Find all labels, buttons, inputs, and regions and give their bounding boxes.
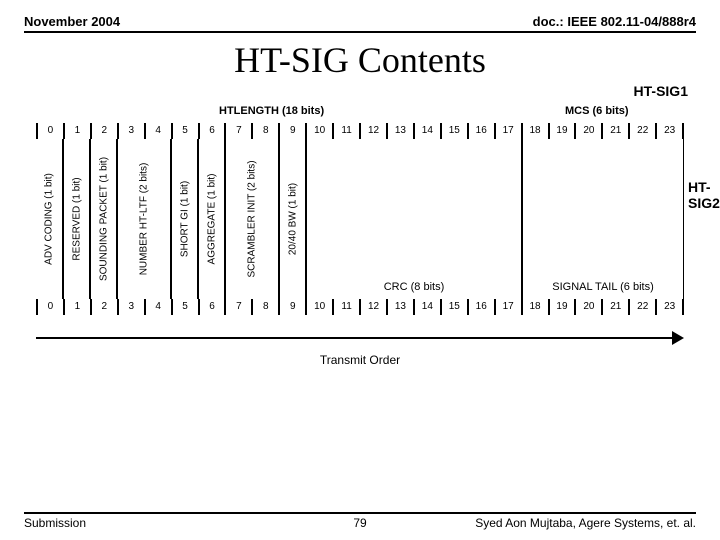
bit-index: 21 [603, 299, 630, 315]
bit-index: 3 [119, 123, 146, 139]
bit-index: 3 [119, 299, 146, 315]
field-label: CRC (8 bits) [384, 281, 445, 293]
bit-index: 9 [280, 299, 307, 315]
footer-page-num: 79 [353, 516, 366, 530]
field-20-40-bw-1-bit: 20/40 BW (1 bit) [279, 139, 306, 299]
bit-index: 11 [334, 123, 361, 139]
arrow-head-icon [672, 331, 684, 345]
bit-index: 14 [415, 299, 442, 315]
bit-index: 5 [173, 299, 200, 315]
field-label: 20/40 BW (1 bit) [287, 183, 298, 255]
page-title: HT-SIG Contents [24, 39, 696, 81]
bit-index: 23 [657, 123, 684, 139]
field-crc-8-bits: CRC (8 bits) [306, 139, 522, 299]
arrow-line [36, 337, 674, 339]
bit-index: 15 [442, 299, 469, 315]
header-row: November 2004 doc.: IEEE 802.11-04/888r4 [24, 14, 696, 29]
bit-index: 8 [253, 123, 280, 139]
bit-index: 16 [469, 299, 496, 315]
bit-index: 17 [496, 299, 523, 315]
bit-index: 4 [146, 123, 173, 139]
slide-page: November 2004 doc.: IEEE 802.11-04/888r4… [0, 0, 720, 540]
bit-index: 8 [253, 299, 280, 315]
bit-index: 12 [361, 123, 388, 139]
field-sounding-packet-1-bit: SOUNDING PACKET (1 bit) [90, 139, 117, 299]
field-label: AGGREGATE (1 bit) [206, 174, 217, 265]
field-label: SIGNAL TAIL (6 bits) [552, 281, 653, 293]
bit-index: 12 [361, 299, 388, 315]
bit-index: 2 [92, 299, 119, 315]
bit-index: 22 [630, 299, 657, 315]
field-adv-coding-1-bit: ADV CODING (1 bit) [36, 139, 63, 299]
field-label: RESERVED (1 bit) [71, 177, 82, 260]
bit-index: 20 [576, 123, 603, 139]
bit-index: 13 [388, 123, 415, 139]
bit-index: 16 [469, 123, 496, 139]
bit-index: 0 [38, 299, 65, 315]
bit-index: 23 [657, 299, 684, 315]
footer-left: Submission [24, 516, 86, 530]
bit-index: 11 [334, 299, 361, 315]
bit-index: 2 [92, 123, 119, 139]
field-signal-tail-6-bits: SIGNAL TAIL (6 bits) [522, 139, 684, 299]
footer-row: Submission 79 Syed Aon Mujtaba, Agere Sy… [24, 516, 696, 530]
group-htlength: HTLENGTH (18 bits) [219, 105, 324, 117]
bit-index: 0 [38, 123, 65, 139]
field-label: SCRAMBLER INIT (2 bits) [247, 160, 258, 277]
htsig1-label: HT-SIG1 [24, 83, 696, 99]
field-label: NUMBER HT-LTF (2 bits) [139, 163, 150, 276]
footer-rule [24, 512, 696, 514]
field-band: ADV CODING (1 bit) RESERVED (1 bit) SOUNDI… [36, 139, 684, 299]
footer-right: Syed Aon Mujtaba, Agere Systems, et. al. [475, 516, 696, 530]
bit-index: 19 [550, 299, 577, 315]
bit-index: 10 [307, 299, 334, 315]
bitrow-bottom: 01234567891011121314151617181920212223 [36, 299, 684, 315]
field-reserved-1-bit: RESERVED (1 bit) [63, 139, 90, 299]
bit-index: 18 [523, 299, 550, 315]
bit-index: 21 [603, 123, 630, 139]
bit-index: 18 [523, 123, 550, 139]
bit-index: 19 [550, 123, 577, 139]
htsig2-label: HT-SIG2 [688, 179, 720, 211]
bit-index: 6 [200, 299, 227, 315]
bit-index: 7 [226, 123, 253, 139]
bit-index: 13 [388, 299, 415, 315]
bit-index: 15 [442, 123, 469, 139]
bit-index: 7 [226, 299, 253, 315]
transmit-arrow [36, 329, 684, 351]
bit-index: 20 [576, 299, 603, 315]
field-number-ht-ltf-2-bits: NUMBER HT-LTF (2 bits) [117, 139, 171, 299]
group-mcs: MCS (6 bits) [565, 105, 629, 117]
bit-index: 14 [415, 123, 442, 139]
bit-index: 22 [630, 123, 657, 139]
field-aggregate-1-bit: AGGREGATE (1 bit) [198, 139, 225, 299]
bit-index: 6 [200, 123, 227, 139]
bit-index: 1 [65, 299, 92, 315]
field-label: SOUNDING PACKET (1 bit) [98, 157, 109, 281]
header-doc: doc.: IEEE 802.11-04/888r4 [533, 14, 696, 29]
arrow-label: Transmit Order [36, 353, 684, 367]
field-scrambler-init-2-bits: SCRAMBLER INIT (2 bits) [225, 139, 279, 299]
bitrow-top: 01234567891011121314151617181920212223 [36, 123, 684, 139]
field-short-gi-1-bit: SHORT GI (1 bit) [171, 139, 198, 299]
bit-index: 10 [307, 123, 334, 139]
group-label-row: HTLENGTH (18 bits) MCS (6 bits) [36, 105, 684, 123]
bit-index: 9 [280, 123, 307, 139]
header-date: November 2004 [24, 14, 120, 29]
diagram: HTLENGTH (18 bits) MCS (6 bits) 01234567… [28, 105, 692, 315]
bit-index: 1 [65, 123, 92, 139]
field-label: SHORT GI (1 bit) [179, 181, 190, 257]
bit-index: 4 [146, 299, 173, 315]
header-rule [24, 31, 696, 33]
bit-index: 17 [496, 123, 523, 139]
bit-index: 5 [173, 123, 200, 139]
field-label: ADV CODING (1 bit) [44, 173, 55, 265]
